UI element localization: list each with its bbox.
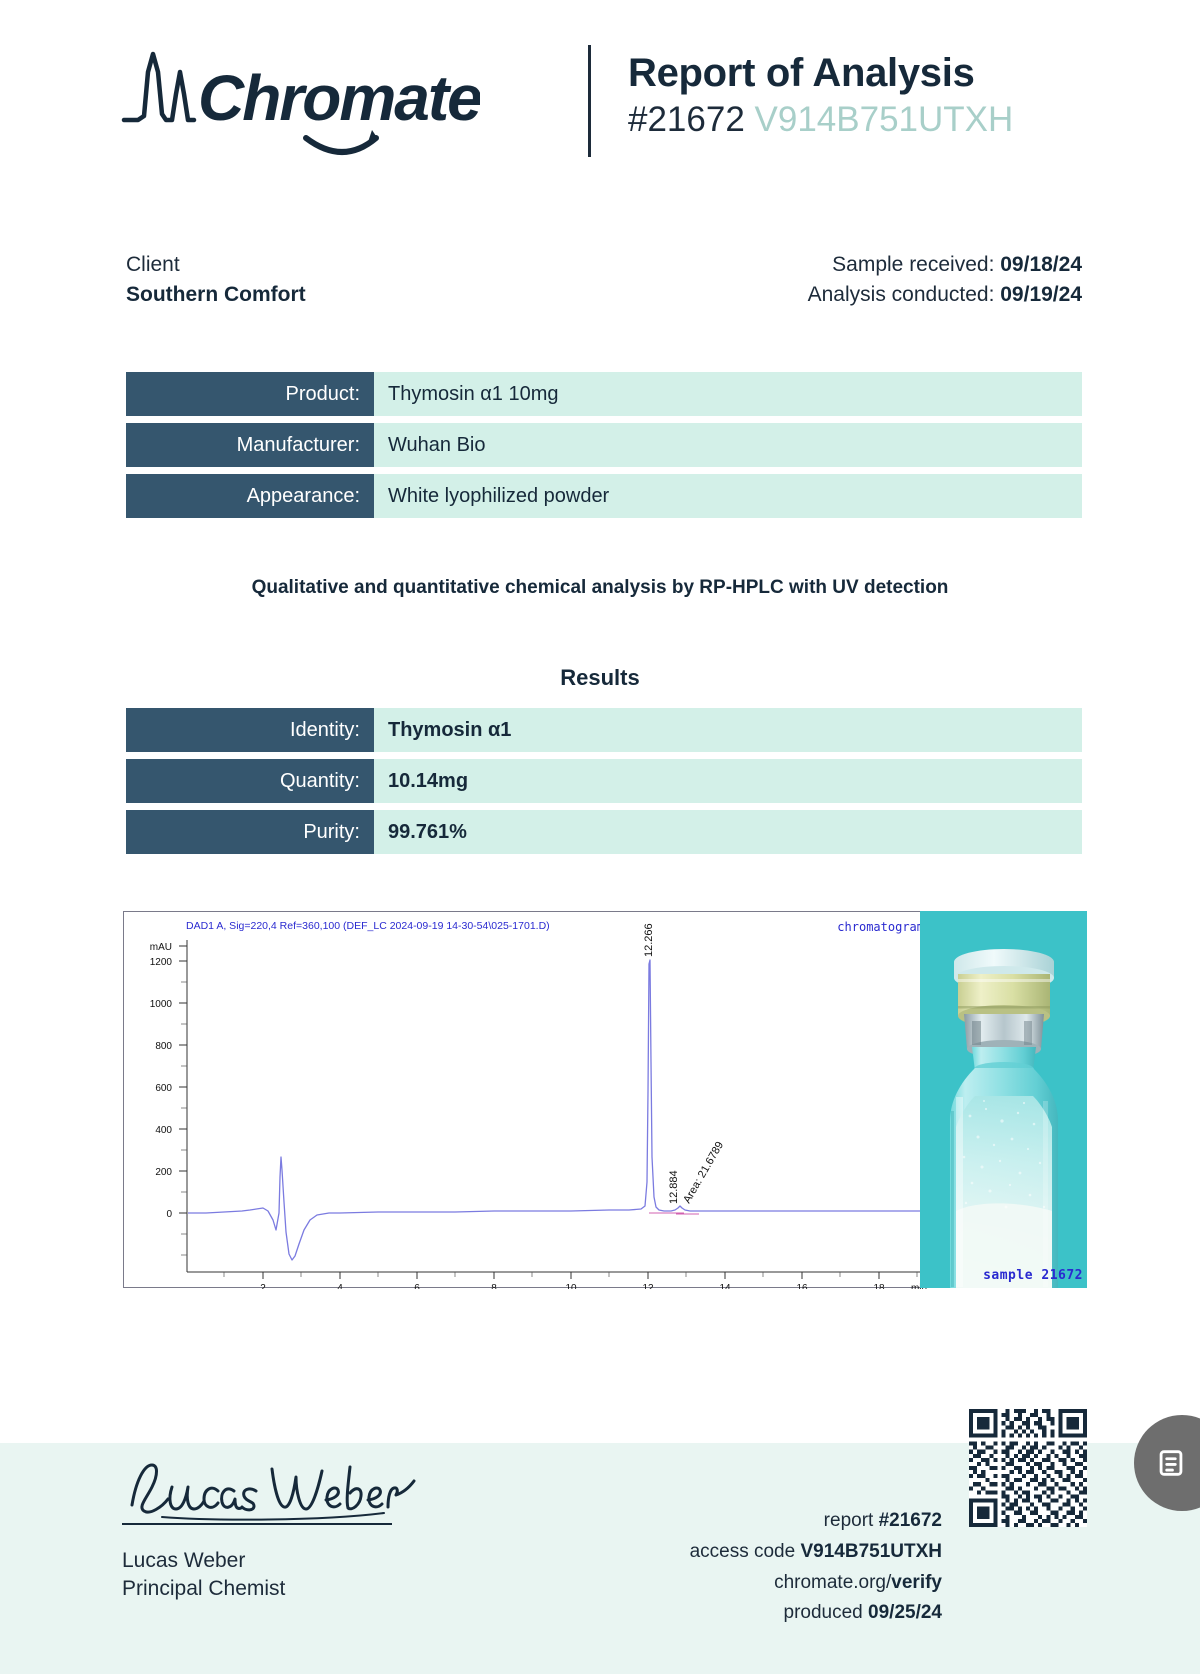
table-row: Quantity: 10.14mg xyxy=(126,759,1082,803)
chromatogram-signal-title: DAD1 A, Sig=220,4 Ref=360,100 (DEF_LC 20… xyxy=(186,920,550,932)
analysis-conducted-line: Analysis conducted: 09/19/24 xyxy=(808,280,1082,310)
dates-block: Sample received: 09/18/24 Analysis condu… xyxy=(808,250,1082,311)
sample-received-line: Sample received: 09/18/24 xyxy=(808,250,1082,280)
footer-produced-value: 09/25/24 xyxy=(868,1602,942,1624)
svg-text:14: 14 xyxy=(719,1283,731,1289)
sample-received-label: Sample received: xyxy=(832,253,995,276)
manufacturer-key: Manufacturer: xyxy=(126,423,374,467)
appearance-value: White lyophilized powder xyxy=(374,474,1082,518)
product-key: Product: xyxy=(126,372,374,416)
signer-role: Principal Chemist xyxy=(122,1577,286,1601)
signer-name: Lucas Weber xyxy=(122,1549,246,1572)
verification-qr-code[interactable] xyxy=(969,1409,1087,1527)
footer-verify-line[interactable]: chromate.org/verify xyxy=(690,1568,942,1599)
client-name: Southern Comfort xyxy=(126,283,306,307)
product-value: Thymosin α1 10mg xyxy=(374,372,1082,416)
svg-text:Chromate: Chromate xyxy=(198,62,480,134)
table-row: Manufacturer: Wuhan Bio xyxy=(126,423,1082,467)
purity-key: Purity: xyxy=(126,810,374,854)
footer-access-code-value: V914B751UTXH xyxy=(800,1540,942,1562)
page-title: Report of Analysis xyxy=(628,51,975,95)
svg-text:1000: 1000 xyxy=(150,999,173,1010)
footer-access-code-line: access code V914B751UTXH xyxy=(690,1537,942,1568)
product-info-table: Product: Thymosin α1 10mg Manufacturer: … xyxy=(126,372,1082,525)
svg-text:Area: 21.6789: Area: 21.6789 xyxy=(681,1140,726,1206)
sample-vial-photo: sample 21672 xyxy=(920,911,1087,1288)
footer-produced-line: produced 09/25/24 xyxy=(690,1598,942,1629)
analysis-conducted-date: 09/19/24 xyxy=(1000,283,1082,307)
svg-text:18: 18 xyxy=(873,1283,885,1289)
svg-text:800: 800 xyxy=(155,1041,172,1052)
client-block: Client Southern Comfort xyxy=(126,250,306,311)
appearance-key: Appearance: xyxy=(126,474,374,518)
footer-report-label: report xyxy=(823,1510,874,1531)
footer-access-code-label: access code xyxy=(689,1540,796,1562)
table-row: Identity: Thymosin α1 xyxy=(126,708,1082,752)
report-header: Chromate Report of Analysis #21672 V914B… xyxy=(0,0,1200,215)
results-heading: Results xyxy=(560,665,640,690)
footer-verify-domain: chromate.org/ xyxy=(774,1571,892,1593)
analysis-method-note: Qualitative and quantitative chemical an… xyxy=(251,577,949,598)
header-divider xyxy=(588,45,591,157)
chromatogram-panel: DAD1 A, Sig=220,4 Ref=360,100 (DEF_LC 20… xyxy=(123,911,933,1289)
svg-text:0: 0 xyxy=(166,1209,172,1220)
svg-text:6: 6 xyxy=(414,1283,420,1289)
table-row: Appearance: White lyophilized powder xyxy=(126,474,1082,518)
identity-value: Thymosin α1 xyxy=(374,708,1082,752)
meta-section: Client Southern Comfort Sample received:… xyxy=(0,250,1200,320)
results-table: Identity: Thymosin α1 Quantity: 10.14mg … xyxy=(126,708,1082,861)
vial-sample-label: sample 21672 xyxy=(983,1268,1083,1283)
svg-text:10: 10 xyxy=(565,1283,577,1289)
quantity-key: Quantity: xyxy=(126,759,374,803)
svg-text:4: 4 xyxy=(337,1283,343,1289)
identity-key: Identity: xyxy=(126,708,374,752)
svg-text:200: 200 xyxy=(155,1167,172,1178)
signature-mark xyxy=(130,1463,416,1521)
svg-text:1200: 1200 xyxy=(150,957,173,968)
footer-verify-path: verify xyxy=(891,1571,942,1593)
svg-text:600: 600 xyxy=(155,1083,172,1094)
svg-text:2: 2 xyxy=(260,1283,266,1289)
signature-block: Lucas Weber Principal Chemist xyxy=(122,1443,542,1604)
table-row: Product: Thymosin α1 10mg xyxy=(126,372,1082,416)
svg-text:8: 8 xyxy=(491,1283,497,1289)
header-subtitle: #21672 V914B751UTXH xyxy=(628,99,1013,141)
chromatogram-caption: chromatogram xyxy=(837,920,924,934)
analysis-conducted-label: Analysis conducted: xyxy=(807,283,995,307)
manufacturer-value: Wuhan Bio xyxy=(374,423,1082,467)
purity-value: 99.761% xyxy=(374,810,1082,854)
document-list-icon xyxy=(1159,1450,1183,1476)
signature-rule xyxy=(122,1523,392,1525)
header-text-block: Report of Analysis #21672 V914B751UTXH xyxy=(628,50,1013,141)
quantity-value: 10.14mg xyxy=(374,759,1082,803)
table-row: Purity: 99.761% xyxy=(126,810,1082,854)
svg-text:12: 12 xyxy=(642,1283,654,1289)
svg-text:400: 400 xyxy=(155,1125,172,1136)
header-report-number: #21672 xyxy=(628,100,745,140)
sample-received-date: 09/18/24 xyxy=(1000,253,1082,276)
footer-produced-label: produced xyxy=(783,1602,863,1624)
client-label: Client xyxy=(126,253,180,276)
svg-text:16: 16 xyxy=(796,1283,808,1289)
svg-text:12.884: 12.884 xyxy=(668,1170,680,1204)
svg-text:12.266: 12.266 xyxy=(643,923,655,957)
footer-report-line: report #21672 xyxy=(690,1506,942,1537)
header-access-code: V914B751UTXH xyxy=(754,100,1014,140)
footer-verification-block: report #21672 access code V914B751UTXH c… xyxy=(690,1506,942,1629)
chromate-logo: Chromate xyxy=(120,42,480,162)
svg-text:mAU: mAU xyxy=(150,942,172,953)
footer-report-value: #21672 xyxy=(878,1510,942,1531)
svg-text:min: min xyxy=(911,1283,927,1289)
